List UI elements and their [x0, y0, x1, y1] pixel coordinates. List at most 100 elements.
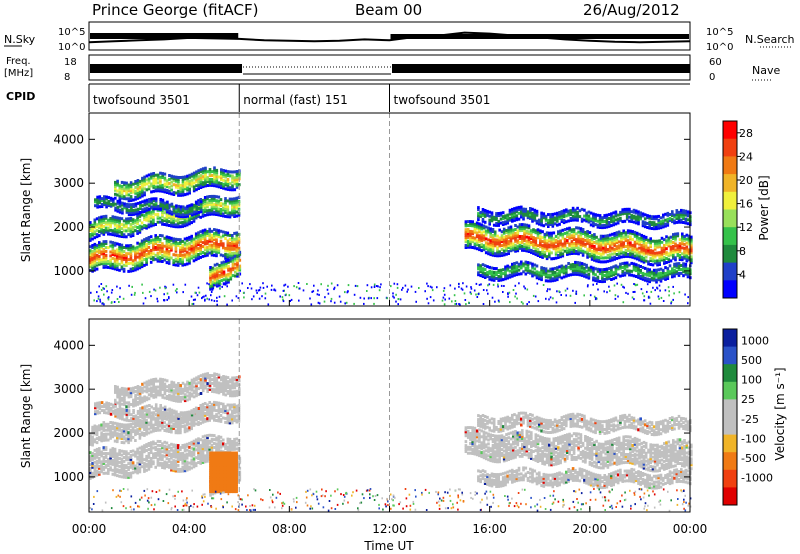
velocity-cell	[93, 472, 97, 476]
power-cell	[156, 177, 160, 181]
power-cell	[678, 256, 682, 259]
velocity-cell	[100, 452, 103, 456]
velocity-cell	[125, 464, 128, 468]
power-cell	[644, 249, 648, 253]
power-cell	[213, 238, 216, 241]
power-cell	[610, 224, 613, 228]
power-cell	[501, 221, 505, 225]
power-cell	[233, 188, 237, 192]
power-cell	[672, 233, 675, 237]
power-cell	[226, 182, 230, 185]
power-cell	[690, 251, 693, 255]
power-cell	[213, 241, 216, 245]
power-cell	[671, 218, 674, 222]
power-cell	[592, 212, 595, 216]
power-cell	[587, 266, 591, 270]
power-cell	[93, 236, 97, 240]
power-cell	[210, 194, 214, 198]
velocity-cell	[176, 446, 180, 450]
power-cell	[642, 236, 646, 240]
power-cell	[606, 248, 610, 251]
power-cell	[652, 276, 656, 280]
power-cell	[531, 274, 534, 278]
power-cell	[616, 221, 620, 225]
power-cell	[127, 269, 130, 273]
power-cell	[681, 238, 684, 242]
power-cell	[599, 238, 603, 242]
power-cell	[638, 238, 641, 242]
power-cell	[559, 255, 562, 259]
power-cell	[206, 170, 209, 174]
power-cell	[123, 189, 126, 193]
power-speck	[668, 290, 670, 293]
power-cell	[589, 217, 593, 221]
power-cell	[172, 193, 176, 196]
power-cell	[208, 243, 211, 247]
power-cell	[111, 231, 115, 235]
power-cell	[150, 199, 153, 203]
power-cell	[659, 267, 663, 271]
power-cell	[681, 246, 684, 250]
power-cell	[150, 205, 153, 209]
power-cell	[473, 244, 477, 248]
power-cell	[197, 249, 200, 252]
power-cell	[163, 172, 167, 176]
power-cell	[226, 199, 230, 203]
power-cell	[605, 277, 609, 281]
power-cell	[161, 256, 164, 260]
power-cell	[102, 254, 106, 257]
velocity-cell	[89, 474, 92, 478]
power-cell	[129, 230, 133, 234]
power-cell	[161, 234, 164, 238]
power-speck	[583, 294, 585, 297]
power-cell	[231, 243, 234, 247]
power-cell	[229, 273, 233, 277]
power-cell	[509, 245, 513, 249]
power-cell	[172, 177, 176, 181]
power-cell	[630, 216, 633, 220]
power-cell	[177, 181, 180, 185]
power-cell	[617, 248, 621, 252]
power-cell	[172, 237, 175, 241]
power-cell	[231, 209, 234, 213]
power-cell	[218, 269, 221, 273]
power-speck	[465, 285, 468, 288]
power-cell	[464, 238, 468, 242]
power-cell	[222, 242, 225, 246]
power-cell	[640, 251, 643, 255]
power-cell	[206, 241, 209, 245]
power-cell	[179, 207, 183, 211]
power-cell	[167, 242, 171, 245]
power-cell	[188, 216, 191, 220]
power-cell	[652, 272, 656, 276]
power-cell	[653, 261, 657, 265]
power-speck	[90, 291, 92, 294]
power-cell	[113, 227, 117, 231]
power-cell	[650, 221, 654, 225]
power-cell	[544, 275, 548, 279]
power-cell	[666, 267, 670, 271]
power-cell	[147, 179, 151, 183]
velocity-cell	[131, 465, 135, 469]
power-speck	[242, 292, 245, 294]
power-cell	[107, 222, 110, 226]
power-speck	[396, 283, 399, 286]
power-cell	[120, 217, 124, 221]
power-cell	[109, 232, 112, 236]
power-cell	[676, 254, 680, 258]
power-speck	[353, 293, 356, 296]
power-cell	[495, 214, 498, 217]
power-cell	[596, 219, 600, 223]
power-speck	[284, 283, 287, 286]
power-cell	[562, 213, 566, 217]
power-cell	[206, 201, 209, 205]
power-cell	[496, 234, 499, 238]
power-speck	[397, 303, 399, 306]
power-cell	[562, 275, 566, 279]
velocity-cell	[113, 465, 117, 469]
power-cell	[522, 207, 525, 211]
power-cell	[227, 274, 230, 278]
power-cell	[593, 233, 596, 237]
power-cell	[581, 232, 585, 235]
velocity-cell	[181, 455, 184, 459]
